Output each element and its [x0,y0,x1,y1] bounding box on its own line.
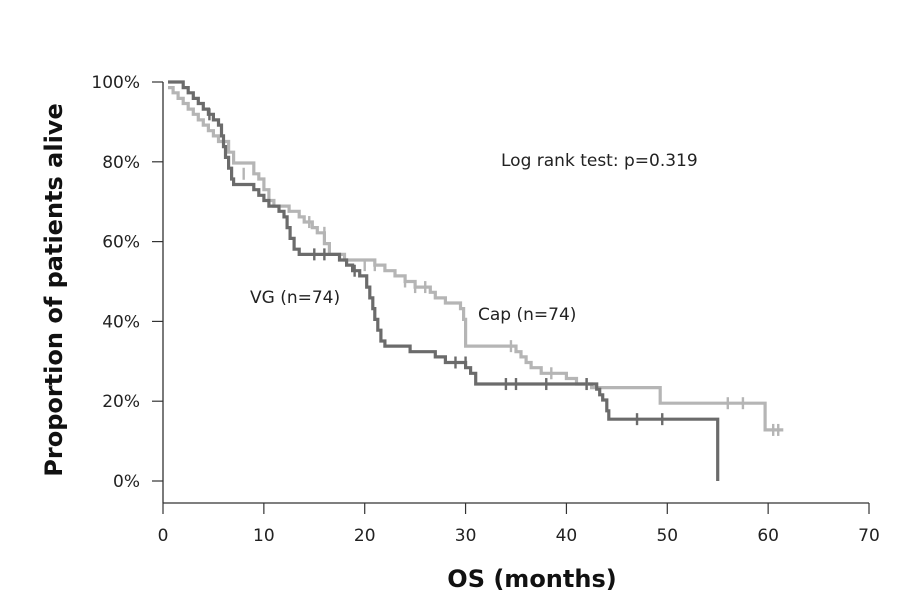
y-tick-label-100: 100% [91,73,140,93]
x-tick-label-40: 40 [556,526,578,546]
censor-marks-group [208,108,780,436]
y-tick-label-60: 60% [102,233,140,253]
cap-curve-label: Cap (n=74) [478,305,576,325]
x-tick-label-30: 30 [455,526,477,546]
x-tick-label-60: 60 [757,526,779,546]
axes [162,82,869,504]
y-tick-label-80: 80% [102,153,140,173]
x-tick-label-20: 20 [354,526,376,546]
logrank-annotation: Log rank test: p=0.319 [501,151,698,171]
vg-survival-curve [168,80,720,481]
cap-survival-curve [168,86,784,432]
x-tick-label-70: 70 [858,526,880,546]
y-axis-title: Proportion of patients alive [40,103,68,476]
y-tick-label-0: 0% [113,472,140,492]
curves-group [168,80,784,481]
x-axis-title: OS (months) [447,565,616,593]
x-tick-label-0: 0 [158,526,169,546]
vg-curve-label: VG (n=74) [250,288,340,308]
x-tick-label-50: 50 [656,526,678,546]
x-tick-label-10: 10 [253,526,275,546]
y-tick-label-40: 40% [102,312,140,332]
tick-group: 0 10 20 30 40 50 60 70 0% 20% 40% 60% 80% 100% [91,73,879,546]
y-tick-label-20: 20% [102,392,140,412]
